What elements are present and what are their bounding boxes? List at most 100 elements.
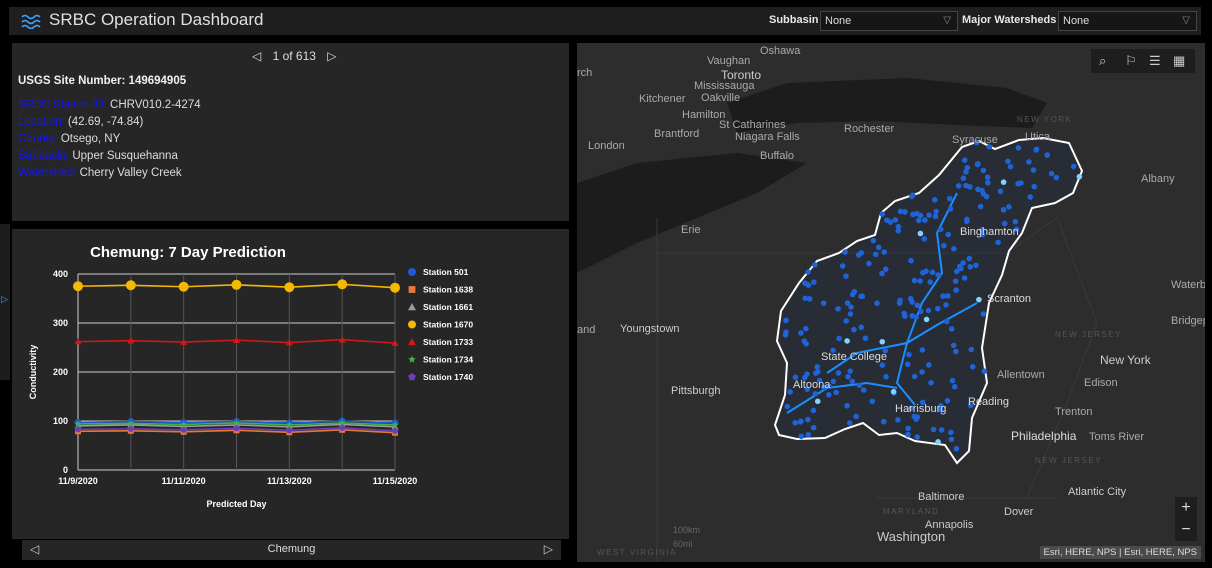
monitoring-station-point[interactable] — [905, 431, 911, 438]
monitoring-station-point[interactable] — [985, 179, 991, 186]
bookmark-icon[interactable]: ⚐ — [1125, 53, 1137, 68]
monitoring-station-point[interactable] — [966, 255, 973, 262]
monitoring-station-point[interactable] — [961, 157, 968, 163]
carousel-next-icon[interactable]: ▷ — [543, 542, 553, 556]
monitoring-station-point[interactable] — [935, 272, 941, 278]
side-panel-toggle[interactable]: ▷ — [0, 224, 10, 380]
monitoring-station-point[interactable] — [997, 188, 1004, 195]
monitoring-station-point[interactable] — [1015, 145, 1022, 151]
monitoring-station-point[interactable] — [904, 361, 911, 368]
monitoring-station-point[interactable] — [967, 402, 974, 409]
monitoring-station-point[interactable] — [925, 307, 932, 314]
monitoring-station-point[interactable] — [947, 206, 954, 212]
monitoring-station-point[interactable] — [836, 335, 842, 342]
monitoring-station-point[interactable] — [805, 269, 811, 275]
monitoring-station-point[interactable] — [986, 144, 993, 150]
monitoring-station-point[interactable] — [951, 383, 958, 390]
monitoring-station-point[interactable] — [964, 218, 970, 225]
monitoring-station-point[interactable] — [911, 373, 918, 380]
monitoring-station-point[interactable] — [847, 311, 854, 317]
monitoring-station-point[interactable] — [862, 335, 869, 342]
monitoring-station-point[interactable] — [909, 313, 915, 319]
monitoring-station-point[interactable] — [835, 370, 842, 376]
monitoring-station-point[interactable] — [1001, 220, 1008, 227]
monitoring-station-point[interactable] — [973, 262, 979, 269]
monitoring-station-point[interactable] — [907, 295, 914, 302]
monitoring-station-point[interactable] — [963, 182, 969, 189]
monitoring-station-point[interactable] — [826, 383, 832, 390]
monitoring-station-point[interactable] — [802, 280, 808, 286]
monitoring-station-point[interactable] — [979, 231, 986, 238]
monitoring-station-point[interactable] — [901, 310, 907, 317]
monitoring-station-point[interactable] — [804, 386, 811, 393]
monitoring-station-point[interactable] — [1018, 180, 1024, 186]
monitoring-station-point[interactable] — [948, 326, 955, 332]
monitoring-station-point[interactable] — [981, 368, 988, 374]
monitoring-station-point[interactable] — [923, 316, 930, 323]
monitoring-station-point[interactable] — [843, 318, 849, 324]
monitoring-station-point[interactable] — [930, 426, 937, 433]
monitoring-station-point[interactable] — [914, 210, 920, 217]
monitoring-station-point[interactable] — [940, 293, 946, 299]
monitoring-station-point[interactable] — [812, 391, 818, 397]
monitoring-station-point[interactable] — [870, 237, 877, 244]
monitoring-station-point[interactable] — [848, 304, 854, 310]
monitoring-station-point[interactable] — [937, 407, 944, 413]
monitoring-station-point[interactable] — [953, 348, 959, 355]
monitoring-station-point[interactable] — [941, 242, 947, 249]
monitoring-station-point[interactable] — [879, 270, 885, 277]
monitoring-station-point[interactable] — [938, 427, 945, 433]
monitoring-station-point[interactable] — [937, 226, 944, 233]
monitoring-station-point[interactable] — [983, 193, 990, 200]
monitoring-station-point[interactable] — [976, 296, 982, 303]
monitoring-station-point[interactable] — [967, 264, 974, 270]
monitoring-station-point[interactable] — [1031, 183, 1037, 190]
subbasin-select[interactable]: None ▽ — [820, 11, 958, 31]
monitoring-station-point[interactable] — [980, 311, 987, 317]
monitoring-station-point[interactable] — [911, 277, 918, 284]
monitoring-station-point[interactable] — [1033, 147, 1039, 153]
monitoring-station-point[interactable] — [830, 347, 836, 354]
monitoring-station-point[interactable] — [931, 197, 938, 203]
monitoring-station-point[interactable] — [955, 183, 962, 189]
monitoring-station-point[interactable] — [919, 399, 926, 406]
monitoring-station-point[interactable] — [905, 425, 911, 432]
monitoring-station-point[interactable] — [849, 378, 856, 385]
major-watersheds-select[interactable]: None ▽ — [1058, 11, 1197, 31]
monitoring-station-point[interactable] — [858, 324, 865, 331]
monitoring-station-point[interactable] — [973, 139, 980, 146]
monitoring-station-point[interactable] — [915, 217, 922, 224]
monitoring-station-point[interactable] — [849, 291, 856, 298]
monitoring-station-point[interactable] — [953, 445, 960, 452]
monitoring-station-point[interactable] — [847, 368, 854, 374]
monitoring-station-point[interactable] — [782, 332, 789, 338]
monitoring-station-point[interactable] — [946, 195, 953, 202]
monitoring-station-point[interactable] — [1044, 152, 1051, 158]
monitoring-station-point[interactable] — [935, 305, 941, 312]
monitoring-station-point[interactable] — [926, 212, 932, 219]
monitoring-station-point[interactable] — [917, 230, 924, 237]
monitoring-station-point[interactable] — [858, 250, 865, 256]
monitoring-station-point[interactable] — [844, 402, 850, 409]
monitoring-station-point[interactable] — [842, 249, 848, 255]
monitoring-station-point[interactable] — [821, 384, 827, 391]
monitoring-station-point[interactable] — [897, 208, 904, 215]
monitoring-station-point[interactable] — [975, 186, 981, 193]
monitoring-station-point[interactable] — [925, 362, 932, 368]
zoom-in-button[interactable]: + — [1175, 497, 1197, 519]
monitoring-station-point[interactable] — [938, 403, 944, 409]
monitoring-station-point[interactable] — [961, 275, 968, 281]
monitoring-station-point[interactable] — [846, 420, 853, 426]
zoom-out-button[interactable]: − — [1175, 519, 1197, 541]
monitoring-station-point[interactable] — [814, 398, 821, 405]
monitoring-station-point[interactable] — [919, 347, 926, 353]
monitoring-station-point[interactable] — [917, 308, 924, 315]
monitoring-station-point[interactable] — [948, 429, 954, 436]
monitoring-station-point[interactable] — [882, 347, 888, 354]
monitoring-station-point[interactable] — [783, 317, 789, 324]
monitoring-station-point[interactable] — [792, 420, 799, 426]
monitoring-station-point[interactable] — [932, 213, 939, 220]
monitoring-station-point[interactable] — [858, 293, 864, 300]
monitoring-station-point[interactable] — [963, 169, 969, 175]
monitoring-station-point[interactable] — [902, 209, 908, 215]
